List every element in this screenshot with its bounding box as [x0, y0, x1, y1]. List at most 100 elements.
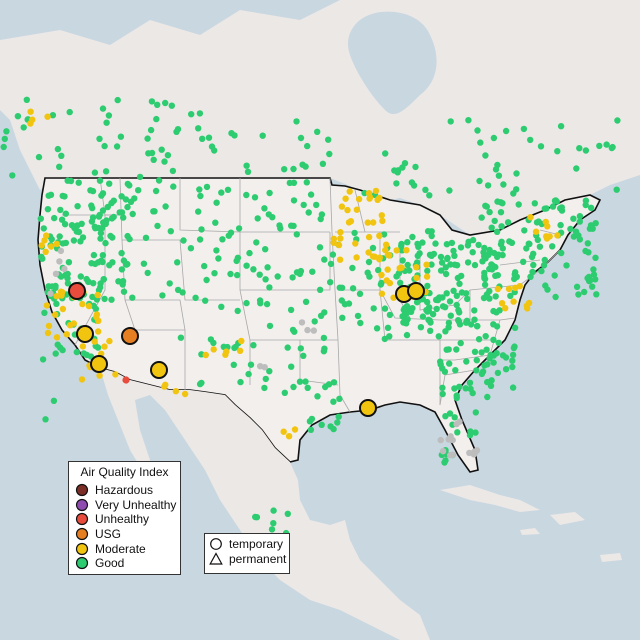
- good-site-dot: [150, 156, 157, 163]
- good-site-dot: [313, 201, 320, 209]
- good-site-dot: [511, 343, 518, 350]
- good-site-dot: [308, 415, 316, 423]
- good-site-dot: [50, 397, 58, 404]
- good-site-dot: [259, 132, 266, 139]
- good-site-dot: [261, 384, 268, 392]
- good-site-dot: [77, 273, 85, 280]
- good-site-dot: [54, 145, 62, 153]
- good-site-dot: [338, 284, 346, 291]
- good-site-dot: [467, 321, 475, 328]
- moderate-site-dot: [52, 311, 59, 318]
- good-site-dot: [232, 343, 239, 351]
- good-site-dot: [118, 193, 125, 200]
- good-site-dot: [153, 115, 160, 123]
- good-site-dot: [262, 276, 269, 283]
- moderate-site-dot: [210, 346, 217, 353]
- good-site-dot: [500, 181, 507, 188]
- moderate-site-dot: [365, 233, 373, 241]
- good-site-dot: [179, 289, 186, 296]
- good-site-dot: [314, 128, 321, 135]
- good-site-dot: [37, 215, 44, 222]
- good-site-dot: [1, 135, 8, 143]
- good-site-dot: [254, 215, 261, 222]
- moderate-site-dot: [45, 322, 53, 330]
- good-site-dot: [414, 252, 421, 260]
- good-site-dot: [58, 152, 65, 159]
- good-site-dot: [117, 133, 125, 140]
- good-site-dot: [97, 284, 104, 291]
- good-site-dot: [75, 228, 83, 236]
- good-site-dot: [73, 348, 81, 356]
- moderate-site-dot: [79, 300, 86, 308]
- good-site-dot: [327, 279, 334, 286]
- good-site-dot: [521, 227, 528, 234]
- good-site-dot: [573, 165, 580, 172]
- good-site-dot: [504, 219, 512, 226]
- good-site-dot: [462, 385, 469, 392]
- good-site-dot: [520, 258, 527, 265]
- good-site-dot: [432, 240, 439, 247]
- good-site-dot: [429, 311, 437, 318]
- good-site-dot: [123, 261, 130, 268]
- good-site-dot: [62, 210, 69, 217]
- good-site-dot: [453, 346, 460, 353]
- good-site-dot: [467, 428, 474, 435]
- good-site-dot: [289, 274, 296, 281]
- state-line: [239, 178, 330, 233]
- moderate-site-dot: [510, 298, 517, 305]
- good-site-dot: [557, 123, 565, 130]
- good-site-dot: [266, 322, 274, 330]
- good-site-dot: [531, 200, 538, 207]
- good-site-dot: [466, 379, 474, 386]
- good-site-dot: [384, 324, 392, 331]
- good-site-dot: [290, 222, 297, 230]
- good-site-dot: [553, 198, 560, 205]
- good-site-dot: [246, 249, 253, 257]
- good-site-dot: [614, 117, 621, 124]
- good-site-dot: [320, 334, 328, 342]
- good-site-dot: [330, 379, 338, 386]
- good-site-dot: [44, 206, 52, 213]
- good-site-dot: [256, 297, 264, 304]
- no-data-site-dot: [57, 247, 65, 255]
- moderate-site-dot: [384, 266, 391, 273]
- moderate-site-dot: [236, 347, 244, 354]
- good-site-dot: [544, 286, 551, 293]
- good-site-dot: [558, 207, 566, 214]
- good-site-dot: [527, 273, 534, 280]
- good-site-dot: [502, 366, 510, 373]
- good-site-dot: [563, 262, 570, 269]
- good-site-dot: [557, 221, 564, 229]
- moderate-site-dot: [337, 235, 344, 242]
- good-site-dot: [23, 96, 30, 104]
- good-site-dot: [291, 328, 298, 335]
- good-site-dot: [113, 143, 121, 150]
- good-site-dot: [486, 208, 493, 216]
- good-site-dot: [403, 331, 411, 339]
- moderate-site-dot: [379, 217, 386, 225]
- good-site-dot: [145, 150, 152, 157]
- good-site-dot: [587, 222, 595, 229]
- good-site-dot: [297, 267, 305, 275]
- good-site-dot: [554, 148, 561, 155]
- good-site-dot: [473, 357, 480, 364]
- good-site-dot: [589, 283, 596, 290]
- good-site-dot: [159, 292, 166, 299]
- good-site-dot: [495, 251, 502, 258]
- good-site-dot: [327, 423, 334, 430]
- good-site-dot: [482, 152, 489, 159]
- good-site-dot: [196, 186, 203, 193]
- legend-label: Good: [95, 556, 125, 571]
- good-site-dot: [102, 239, 109, 247]
- good-site-dot: [88, 260, 95, 267]
- good-site-dot: [40, 225, 47, 232]
- good-site-dot: [321, 256, 328, 263]
- good-site-dot: [102, 168, 110, 175]
- good-site-dot: [484, 182, 492, 189]
- good-site-dot: [493, 309, 500, 316]
- good-site-dot: [479, 258, 486, 265]
- good-site-dot: [404, 316, 411, 323]
- good-site-dot: [428, 261, 435, 268]
- good-site-dot: [491, 217, 498, 225]
- good-site-dot: [613, 186, 620, 193]
